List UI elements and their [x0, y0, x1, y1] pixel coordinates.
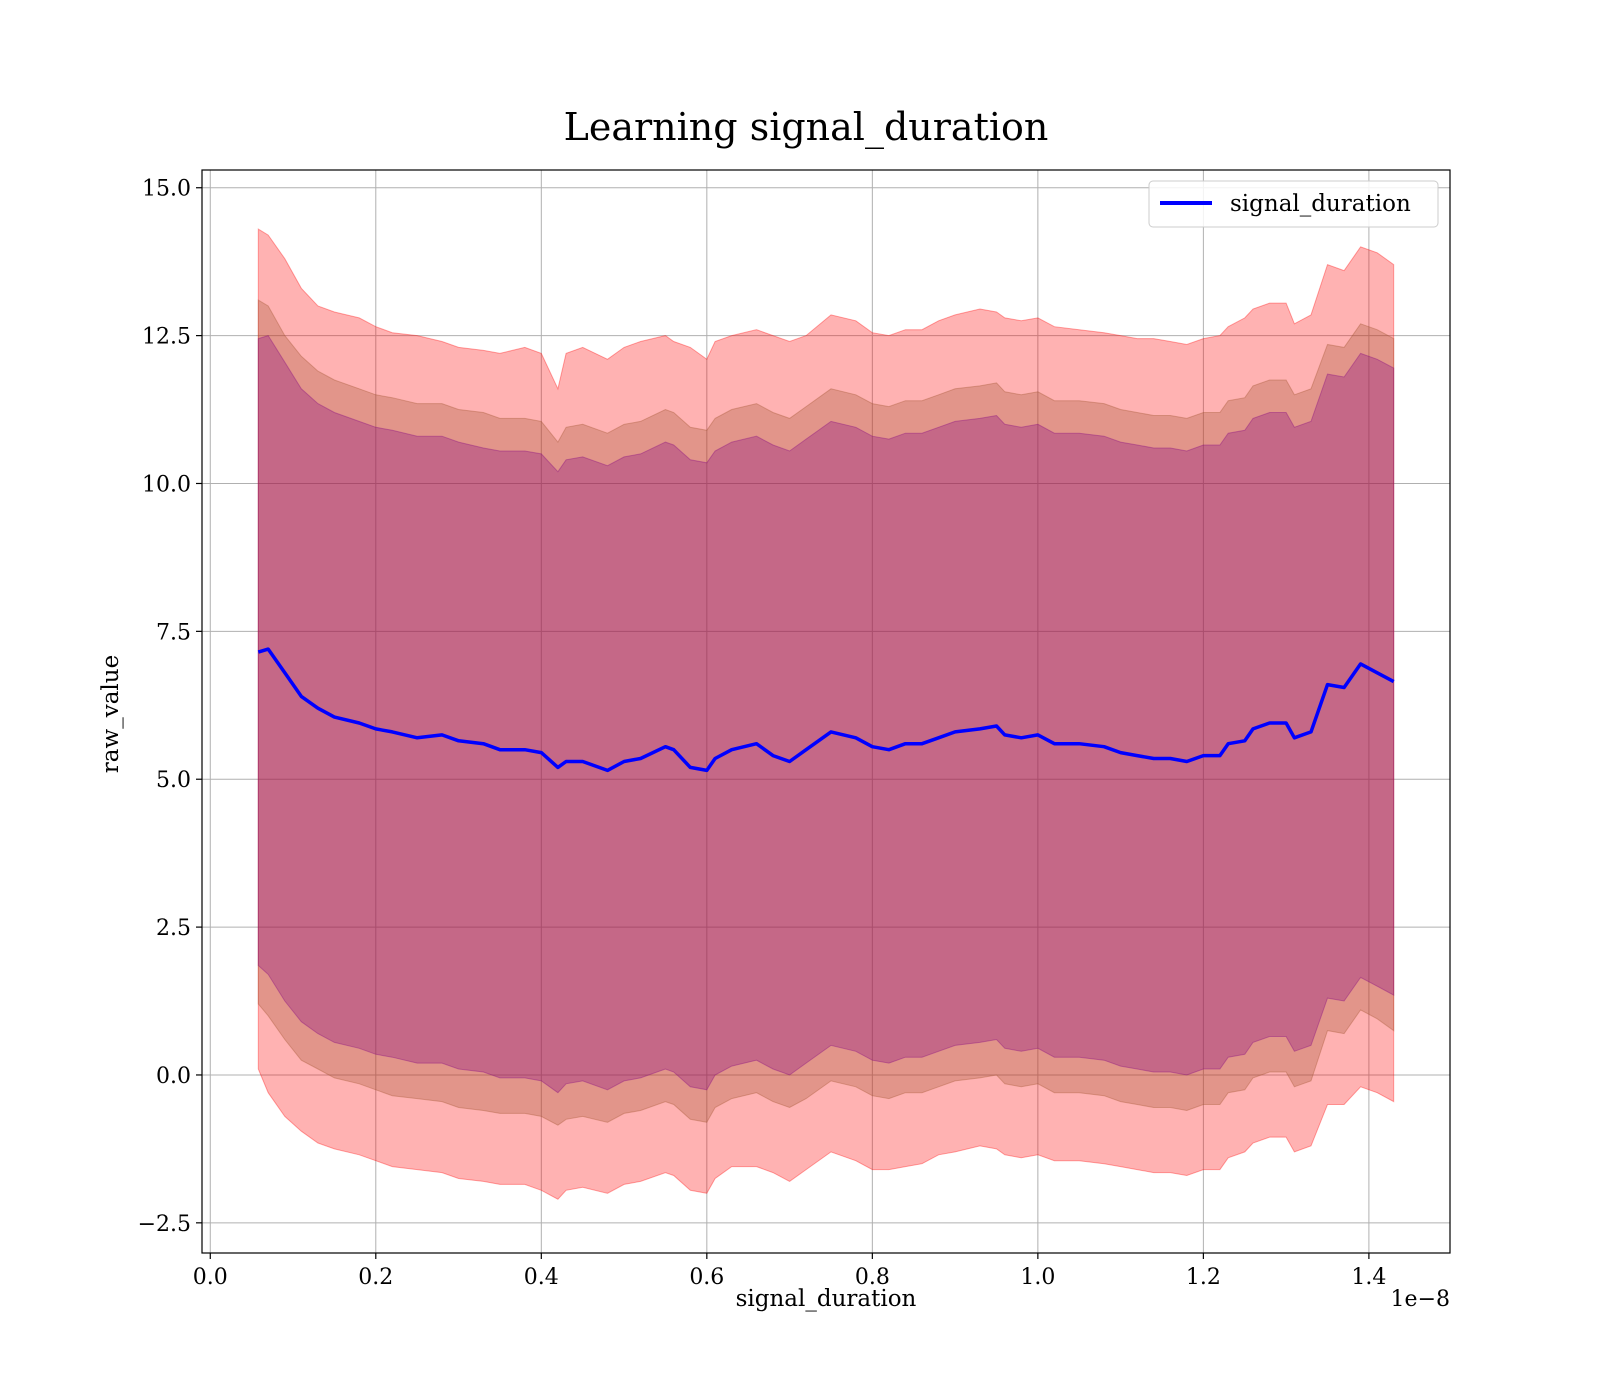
axis-ticks: 0.0 0.2 0.4 0.6 0.8 1.0 1.2 1.4 −2.5 0.0 2.5 5.0 7.5… — [138, 177, 1387, 1290]
x-axis-label: signal_duration — [736, 1286, 917, 1312]
x-tick-label: 1.0 — [1020, 1265, 1055, 1290]
band-3-sigma — [257, 228, 1395, 1200]
x-tick-label: 1.4 — [1351, 1265, 1386, 1290]
band-2-sigma — [257, 299, 1395, 1126]
legend-box — [1148, 180, 1439, 228]
x-axis-offset-text: 1e−8 — [1391, 1287, 1450, 1312]
y-tick-label: 2.5 — [156, 916, 191, 941]
chart-title: Learning signal_duration — [564, 105, 1049, 150]
x-tick-label: 1.2 — [1186, 1265, 1221, 1290]
x-tick-label: 0.2 — [358, 1265, 393, 1290]
y-tick-label: 0.0 — [156, 1064, 191, 1089]
x-tick-label: 0.4 — [524, 1265, 559, 1290]
y-axis-label: raw_value — [98, 655, 124, 773]
y-tick-label: 7.5 — [156, 620, 191, 645]
y-tick-label: 10.0 — [142, 472, 191, 497]
x-tick-label: 0.6 — [689, 1265, 724, 1290]
x-tick-label: 0.8 — [855, 1265, 890, 1290]
legend: signal_duration — [1148, 180, 1439, 228]
legend-label-signal-duration: signal_duration — [1230, 191, 1411, 217]
y-tick-label: −2.5 — [138, 1212, 191, 1237]
y-tick-label: 5.0 — [156, 768, 191, 793]
confidence-bands — [257, 228, 1395, 1200]
y-tick-label: 15.0 — [142, 177, 191, 202]
x-tick-label: 0.0 — [193, 1265, 228, 1290]
grid-lines — [202, 170, 1450, 1253]
series-lines — [257, 647, 1395, 773]
series-line-signal-duration — [257, 647, 1395, 773]
band-1-sigma — [257, 335, 1395, 1094]
plot-frame — [201, 169, 1451, 1254]
y-tick-label: 12.5 — [142, 325, 191, 350]
